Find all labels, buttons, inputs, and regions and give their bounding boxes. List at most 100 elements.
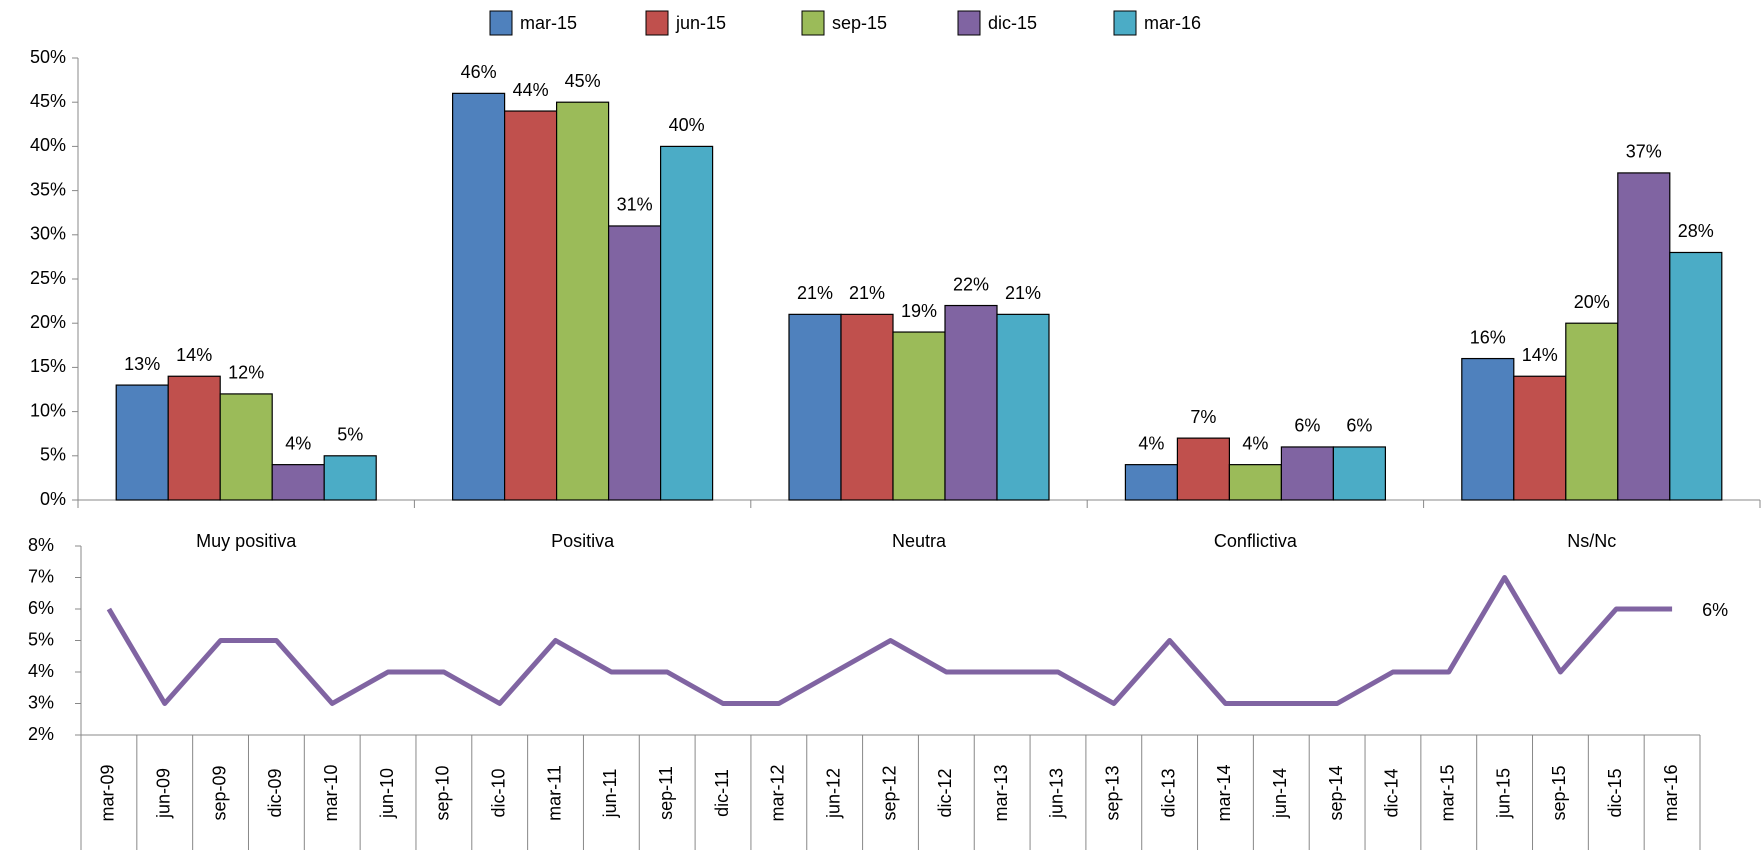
legend-label: sep-15 [832,13,887,33]
bar [944,304,998,501]
x-tick-label: sep-13 [1103,765,1123,820]
x-tick-label: mar-11 [544,765,564,821]
y-tick-label: 8% [28,535,54,555]
data-label: 5% [337,425,363,445]
legend-label: dic-15 [988,13,1037,33]
data-label: 45% [565,71,601,91]
y-tick-label: 25% [30,268,66,288]
x-tick-label: dic-13 [1158,768,1178,817]
data-label: 4% [1138,433,1164,453]
y-tick-label: 45% [30,91,66,111]
data-label: 6% [1346,416,1372,436]
bar [659,145,714,501]
y-tick-label: 6% [28,598,54,618]
x-tick-label: dic-11 [712,769,732,817]
data-label: 37% [1626,142,1662,162]
x-tick-label: jun-15 [1493,768,1513,819]
data-label: 7% [1190,407,1216,427]
x-tick-label: mar-12 [768,764,788,821]
bar [1565,322,1619,501]
x-tick-label: dic-14 [1382,768,1402,817]
bar [504,110,558,501]
data-label: 19% [901,301,937,321]
data-label: 13% [124,354,160,374]
x-tick-label: mar-15 [1438,764,1458,821]
y-tick-label: 7% [28,566,54,586]
x-tick-label: sep-09 [209,765,229,820]
bar [1461,357,1515,501]
bar [452,92,506,501]
data-label: 21% [797,283,833,303]
x-tick-label: jun-14 [1270,768,1290,819]
x-tick-label: jun-11 [600,769,620,819]
x-tick-label: sep-14 [1326,765,1346,820]
bar [840,313,894,501]
data-label: 6% [1702,600,1728,620]
bar [1669,251,1723,501]
legend-label: mar-15 [520,13,577,33]
line [106,575,1673,706]
x-tick-label: jun-10 [377,768,397,819]
data-label: 4% [1242,433,1268,453]
bar [607,225,662,501]
y-tick-label: 50% [30,47,66,67]
data-label: 14% [176,345,212,365]
bar [996,313,1050,501]
legend-swatch [801,10,825,36]
bar [219,393,273,501]
x-tick-label: Ns/Nc [1567,531,1616,551]
bar [1280,446,1335,501]
x-tick-label: jun-13 [1047,768,1067,819]
data-label: 21% [1005,283,1041,303]
x-tick-label: Conflictiva [1214,531,1298,551]
x-tick-label: sep-10 [433,765,453,820]
y-tick-label: 30% [30,224,66,244]
data-label: 46% [461,62,497,82]
legend-swatch [957,10,981,36]
data-label: 21% [849,283,885,303]
x-tick-label: dic-15 [1605,768,1625,817]
legend-swatch [489,10,513,36]
y-tick-label: 35% [30,179,66,199]
bar [1513,375,1567,501]
x-tick-label: sep-12 [879,765,899,820]
data-label: 4% [285,433,311,453]
x-tick-label: mar-10 [321,764,341,821]
y-tick-label: 15% [30,356,66,376]
bar [1332,446,1387,501]
legend-label: mar-16 [1144,13,1201,33]
legend-label: jun-15 [675,13,726,33]
legend-swatch [1113,10,1137,36]
bar [271,464,325,501]
bar [555,101,610,501]
data-label: 44% [513,80,549,100]
data-label: 40% [669,115,705,135]
bar [892,331,946,501]
x-tick-label: jun-12 [823,768,843,819]
x-tick-label: sep-11 [656,766,676,820]
x-tick-label: Positiva [551,531,615,551]
x-tick-label: jun-09 [153,768,173,819]
y-tick-label: 4% [28,661,54,681]
data-label: 20% [1574,292,1610,312]
bar [1176,437,1231,501]
x-tick-label: dic-09 [265,768,285,817]
data-label: 16% [1470,327,1506,347]
x-tick-label: mar-16 [1661,764,1681,821]
y-tick-label: 20% [30,312,66,332]
x-tick-label: sep-15 [1549,765,1569,820]
bar [167,375,221,501]
data-label: 22% [953,274,989,294]
bar [788,313,842,501]
data-label: 28% [1678,221,1714,241]
y-tick-label: 5% [28,629,54,649]
y-tick-label: 5% [40,445,66,465]
bar [1617,172,1671,501]
x-tick-label: Muy positiva [196,531,297,551]
bar [323,455,377,501]
data-label: 6% [1294,416,1320,436]
bar [1124,464,1179,501]
data-label: 12% [228,363,264,383]
bar [1228,464,1283,501]
